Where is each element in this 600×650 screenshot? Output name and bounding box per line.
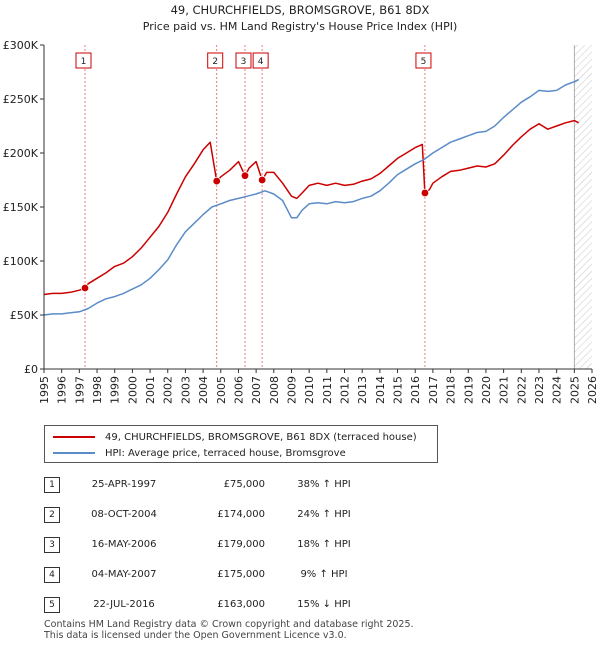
sale-label-number: 5 bbox=[421, 57, 427, 67]
sale-hpi-diff: 38% ↑ HPI bbox=[297, 479, 351, 490]
chart-legend: 49, CHURCHFIELDS, BROMSGROVE, B61 8DX (t… bbox=[44, 425, 438, 463]
sale-number-badge: 1 bbox=[44, 477, 60, 493]
x-tick-label: 2016 bbox=[409, 376, 422, 404]
x-tick-label: 2000 bbox=[126, 376, 139, 404]
sale-label-box bbox=[207, 52, 224, 69]
x-tick-label: 2003 bbox=[179, 376, 192, 404]
legend-item-hpi: HPI: Average price, terraced house, Brom… bbox=[53, 446, 346, 460]
x-tick-label: 2026 bbox=[586, 376, 599, 404]
forecast-shading bbox=[574, 45, 592, 369]
sale-price: £163,000 bbox=[217, 599, 265, 610]
x-tick-label: 1997 bbox=[73, 376, 86, 404]
y-tick-label: £200K bbox=[3, 147, 39, 160]
sale-point bbox=[420, 188, 430, 198]
legend-label-property: 49, CHURCHFIELDS, BROMSGROVE, B61 8DX (t… bbox=[105, 431, 417, 443]
sale-label-number: 3 bbox=[241, 57, 247, 67]
x-tick-label: 2010 bbox=[303, 376, 316, 404]
price-chart: 49, CHURCHFIELDS, BROMSGROVE, B61 8DX Pr… bbox=[3, 3, 599, 404]
hpi-line bbox=[43, 78, 580, 316]
x-tick-label: 1998 bbox=[91, 376, 104, 404]
footer-line-copyright: Contains HM Land Registry data © Crown c… bbox=[44, 619, 414, 630]
sale-date: 16-MAY-2006 bbox=[91, 539, 157, 550]
legend-label-hpi: HPI: Average price, terraced house, Brom… bbox=[105, 447, 346, 459]
sale-hpi-diff: 24% ↑ HPI bbox=[297, 509, 351, 520]
table-row: 3 16-MAY-2006 £179,000 18% ↑ HPI bbox=[44, 537, 464, 555]
chart-title: 49, CHURCHFIELDS, BROMSGROVE, B61 8DX bbox=[171, 3, 430, 17]
x-tick-label: 2025 bbox=[568, 376, 581, 404]
property-price-line bbox=[43, 119, 580, 296]
sale-number-badge: 5 bbox=[44, 597, 60, 613]
x-tick-label: 2004 bbox=[197, 376, 210, 404]
sale-label-number: 4 bbox=[258, 57, 264, 67]
x-tick-label: 2006 bbox=[232, 376, 245, 404]
sale-hpi-diff: 15% ↓ HPI bbox=[297, 599, 351, 610]
sale-label-box bbox=[415, 52, 432, 69]
sale-label-box bbox=[252, 52, 269, 69]
x-tick-label: 2008 bbox=[268, 376, 281, 404]
table-row: 1 25-APR-1997 £75,000 38% ↑ HPI bbox=[44, 477, 464, 495]
sale-point bbox=[240, 171, 250, 180]
sale-label-box bbox=[75, 52, 92, 69]
x-tick-label: 2005 bbox=[215, 376, 228, 404]
sale-hpi-diff: 9% ↑ HPI bbox=[300, 569, 348, 580]
plot-area bbox=[44, 45, 592, 369]
sale-number-badge: 2 bbox=[44, 507, 60, 523]
x-tick-label: 2012 bbox=[339, 376, 352, 404]
table-row: 2 08-OCT-2004 £174,000 24% ↑ HPI bbox=[44, 507, 464, 525]
sale-label-number: 2 bbox=[212, 57, 218, 67]
table-row: 4 04-MAY-2007 £175,000 9% ↑ HPI bbox=[44, 567, 464, 585]
y-tick-label: £250K bbox=[3, 93, 39, 106]
x-tick-label: 2021 bbox=[498, 376, 511, 404]
x-tick-label: 2013 bbox=[356, 376, 369, 404]
sale-number-badge: 3 bbox=[44, 537, 60, 553]
sale-price: £174,000 bbox=[217, 509, 265, 520]
x-tick-label: 1995 bbox=[38, 376, 51, 404]
x-tick-label: 2018 bbox=[445, 376, 458, 404]
x-tick-label: 2001 bbox=[144, 376, 157, 404]
x-tick-label: 2022 bbox=[515, 376, 528, 404]
footer-attribution: Contains HM Land Registry data © Crown c… bbox=[44, 619, 414, 641]
x-tick-label: 2017 bbox=[427, 376, 440, 404]
y-tick-label: £100K bbox=[3, 255, 39, 268]
x-tick-label: 2020 bbox=[480, 376, 493, 404]
chart-subtitle: Price paid vs. HM Land Registry's House … bbox=[143, 20, 458, 33]
x-tick-label: 2009 bbox=[285, 376, 298, 404]
sale-price: £175,000 bbox=[217, 569, 265, 580]
x-tick-label: 2011 bbox=[321, 376, 334, 404]
y-tick-label: £0 bbox=[24, 363, 38, 376]
sale-date: 08-OCT-2004 bbox=[91, 509, 157, 520]
x-tick-label: 2015 bbox=[392, 376, 405, 404]
x-tick-label: 2002 bbox=[162, 376, 175, 404]
x-tick-label: 2014 bbox=[374, 376, 387, 404]
sale-point bbox=[212, 176, 221, 186]
x-tick-label: 1996 bbox=[56, 376, 69, 404]
y-tick-label: £150K bbox=[3, 201, 39, 214]
x-tick-label: 2024 bbox=[551, 376, 564, 404]
footer-line-licence: This data is licensed under the Open Gov… bbox=[44, 630, 347, 641]
table-row: 5 22-JUL-2016 £163,000 15% ↓ HPI bbox=[44, 597, 464, 615]
sale-number-badge: 4 bbox=[44, 567, 60, 583]
x-tick-label: 2019 bbox=[462, 376, 475, 404]
sale-label-box bbox=[235, 52, 252, 69]
legend-swatch-property bbox=[53, 436, 95, 438]
sale-date: 22-JUL-2016 bbox=[93, 599, 155, 610]
x-tick-label: 1999 bbox=[109, 376, 122, 404]
legend-swatch-hpi bbox=[53, 452, 95, 454]
sale-price: £179,000 bbox=[217, 539, 265, 550]
sale-date: 25-APR-1997 bbox=[91, 479, 157, 490]
x-tick-label: 2023 bbox=[533, 376, 546, 404]
y-tick-label: £50K bbox=[10, 309, 39, 322]
sale-hpi-diff: 18% ↑ HPI bbox=[297, 539, 351, 550]
sale-point bbox=[257, 175, 267, 185]
x-tick-label: 2007 bbox=[250, 376, 263, 404]
y-tick-label: £300K bbox=[3, 39, 39, 52]
legend-item-property: 49, CHURCHFIELDS, BROMSGROVE, B61 8DX (t… bbox=[53, 430, 417, 444]
sale-price: £75,000 bbox=[223, 479, 265, 490]
sale-label-number: 1 bbox=[81, 57, 87, 67]
sale-date: 04-MAY-2007 bbox=[91, 569, 157, 580]
sale-point bbox=[80, 283, 90, 293]
